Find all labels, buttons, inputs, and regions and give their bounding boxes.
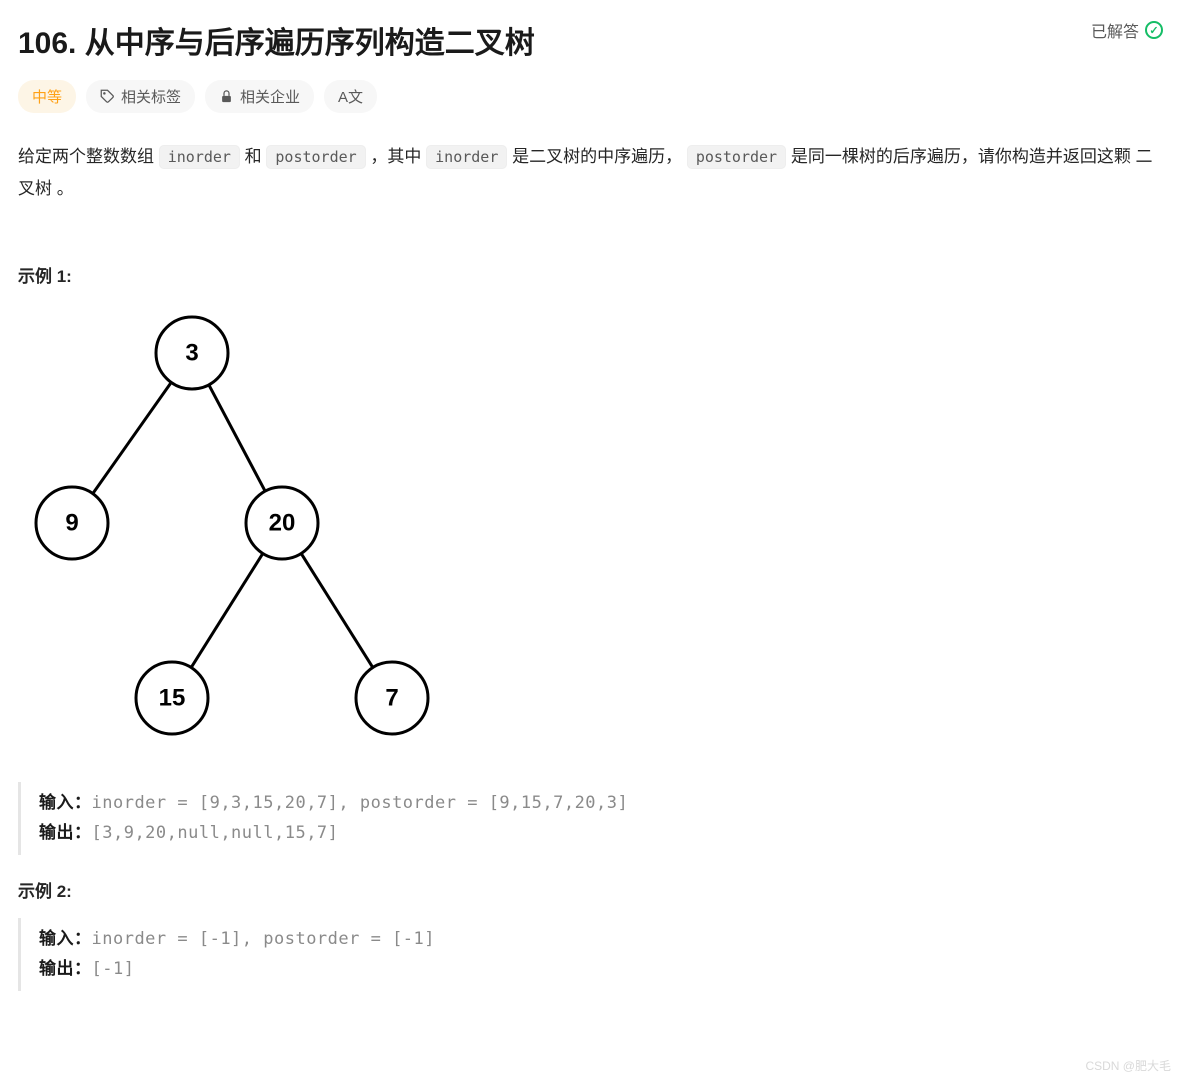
tag-icon <box>100 89 115 104</box>
watermark: CSDN @肥大毛 <box>1085 1057 1171 1074</box>
input-value: inorder = [-1], postorder = [-1] <box>92 929 436 949</box>
solved-label: 已解答 <box>1091 18 1139 42</box>
svg-text:3: 3 <box>185 339 198 366</box>
tree-svg: 3 9 20 15 7 <box>22 303 432 753</box>
output-label: 输出： <box>39 823 92 842</box>
desc-text: 是二叉树的中序遍历， <box>507 147 686 166</box>
svg-text:7: 7 <box>385 684 398 711</box>
tree-diagram: 3 9 20 15 7 <box>22 303 1163 758</box>
page-title: 106. 从中序与后序遍历序列构造二叉树 <box>18 18 535 62</box>
code-postorder2: postorder <box>687 145 786 169</box>
companies-tag[interactable]: 相关企业 <box>205 80 314 113</box>
svg-text:9: 9 <box>65 509 78 536</box>
desc-text: ，其中 <box>366 147 426 166</box>
labels-tag[interactable]: 相关标签 <box>86 80 195 113</box>
lock-icon <box>219 89 234 104</box>
input-label: 输入： <box>39 793 92 812</box>
labels-tag-text: 相关标签 <box>121 86 181 107</box>
translate-icon: A文 <box>338 86 363 107</box>
example2-label: 示例 2: <box>18 877 1163 902</box>
solved-status: 已解答 ✓ <box>1091 18 1163 42</box>
input-value: inorder = [9,3,15,20,7], postorder = [9,… <box>92 793 629 813</box>
code-inorder2: inorder <box>426 145 507 169</box>
example1-label: 示例 1: <box>18 262 1163 287</box>
tags-row: 中等 相关标签 相关企业 A文 <box>18 80 1163 113</box>
difficulty-tag[interactable]: 中等 <box>18 80 76 113</box>
desc-text: 和 <box>240 147 266 166</box>
code-inorder: inorder <box>159 145 240 169</box>
output-label: 输出： <box>39 959 92 978</box>
svg-text:20: 20 <box>269 509 296 536</box>
example2-io: 输入：inorder = [-1], postorder = [-1] 输出：[… <box>18 918 1163 991</box>
output-value: [-1] <box>92 959 135 979</box>
desc-text: 给定两个整数数组 <box>18 147 159 166</box>
example1-io: 输入：inorder = [9,3,15,20,7], postorder = … <box>18 782 1163 855</box>
companies-tag-text: 相关企业 <box>240 86 300 107</box>
translate-tag[interactable]: A文 <box>324 80 377 113</box>
output-value: [3,9,20,null,null,15,7] <box>92 823 339 843</box>
code-postorder: postorder <box>266 145 365 169</box>
svg-text:15: 15 <box>159 684 186 711</box>
check-icon: ✓ <box>1145 21 1163 39</box>
input-label: 输入： <box>39 929 92 948</box>
problem-description: 给定两个整数数组 inorder 和 postorder ，其中 inorder… <box>18 141 1163 206</box>
